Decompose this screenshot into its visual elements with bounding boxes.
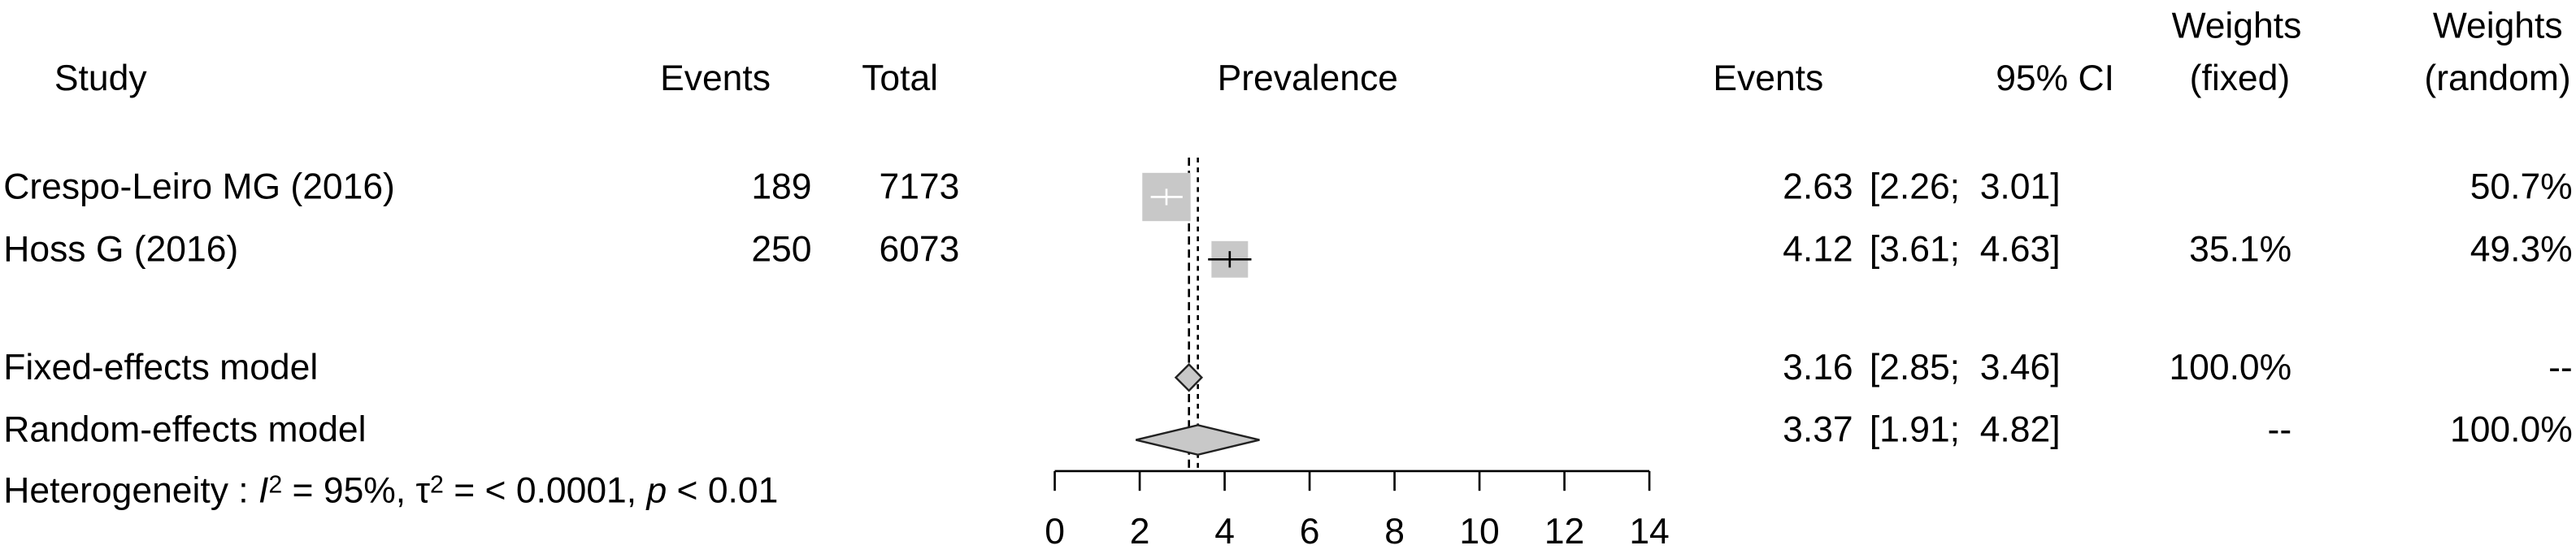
estimate: 3.37 [1783,410,1853,450]
ci-label: [3.61; 4.63] [1870,229,2061,269]
weight-random: 100.0% [2450,410,2573,450]
events: 250 [751,229,811,269]
heterogeneity-part: 2 [430,471,444,498]
weight-random: 49.3% [2470,229,2573,269]
heterogeneity-part: p [645,470,667,510]
header-estimate: Events [1713,58,1823,98]
model-diamond [1136,424,1260,456]
heterogeneity-part: 2 [268,471,282,498]
x-tick-label: 2 [1130,512,1150,552]
x-tick-label: 8 [1384,512,1405,552]
header-study: Study [54,58,147,98]
weight-random: 50.7% [2470,167,2573,207]
x-tick-label: 14 [1629,512,1669,552]
estimate: 4.12 [1783,229,1853,269]
weight-random: -- [2548,348,2573,387]
estimate: 2.63 [1783,167,1853,207]
total: 7173 [879,167,959,207]
ci-label: [2.26; 3.01] [1870,167,2061,207]
weight-fixed: 35.1% [2189,229,2291,269]
heterogeneity: Heterogeneity : I2 = 95%, τ2 = < 0.0001,… [3,470,778,510]
header-events: Events [660,58,771,98]
ci-label: [1.91; 4.82] [1870,410,2061,450]
heterogeneity-part: < 0.01 [667,470,778,510]
model-diamond [1174,362,1204,392]
header-total: Total [862,58,938,98]
header-prevalence: Prevalence [1218,58,1398,98]
row-label: Crespo-Leiro MG (2016) [3,167,395,207]
x-tick-label: 10 [1459,512,1499,552]
events: 189 [751,167,811,207]
row-label: Hoss G (2016) [3,229,238,269]
header-weight-fixed: (fixed) [2190,58,2290,98]
ci-label: [2.85; 3.46] [1870,348,2061,387]
header-weight-random: Weights [2433,6,2563,45]
header-weight-random: (random) [2424,58,2570,98]
header-ci: 95% CI [1996,58,2114,98]
total: 6073 [879,229,959,269]
row-label: Random-effects model [3,410,366,450]
heterogeneity-part: I [258,470,268,510]
row-label: Fixed-effects model [3,348,318,387]
x-tick-label: 12 [1544,512,1584,552]
x-tick-label: 0 [1045,512,1065,552]
header-weight-fixed: Weights [2172,6,2302,45]
weight-fixed: 100.0% [2169,348,2291,387]
x-tick-label: 4 [1214,512,1235,552]
heterogeneity-part: = 95%, [282,470,415,510]
heterogeneity-part: Heterogeneity : [3,470,258,510]
weight-fixed: -- [2268,410,2292,450]
heterogeneity-part: τ [415,470,430,510]
estimate: 3.16 [1783,348,1853,387]
heterogeneity-part: = < 0.0001, [444,470,647,510]
x-tick-label: 6 [1300,512,1320,552]
